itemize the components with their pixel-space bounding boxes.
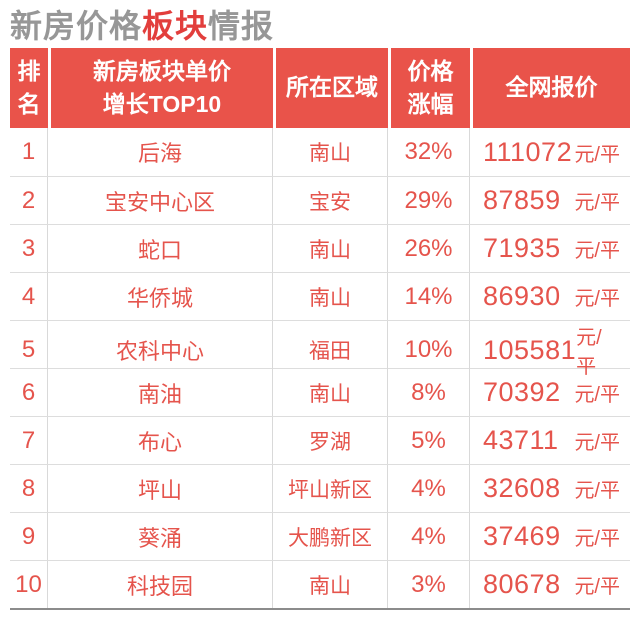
price-value: 86930 [483, 281, 561, 311]
header-district: 所在区域 [276, 48, 388, 128]
table-row: 10 科技园 南山 3% 80678 元/平 [10, 560, 630, 608]
title-segment-gray-2: 情报 [208, 8, 275, 44]
district-cell: 南山 [273, 225, 388, 272]
price-value: 70392 [483, 377, 561, 407]
block-name-cell: 科技园 [48, 561, 273, 608]
block-name-cell: 布心 [48, 417, 273, 464]
price-cell: 86930 元/平 [470, 273, 630, 320]
price-table: 排 名 新房板块单价 增长TOP10 所在区域 价格 涨幅 全网报价 1 后海 南山… [10, 48, 630, 610]
header-block-top10: 新房板块单价 增长TOP10 [51, 48, 273, 128]
price-cell: 105581 元/平 [470, 321, 630, 379]
price-value: 43711 [483, 425, 559, 455]
price-change-cell: 14% [388, 273, 470, 320]
price-cell: 43711 元/平 [470, 417, 630, 464]
price-cell: 32608 元/平 [470, 465, 630, 512]
price-unit: 元/平 [574, 240, 620, 262]
table-row: 9 葵涌 大鹏新区 4% 37469 元/平 [10, 512, 630, 560]
infographic-page: 新房价格板块情报 排 名 新房板块单价 增长TOP10 所在区域 价格 涨幅 全… [0, 4, 640, 628]
price-cell: 87859 元/平 [470, 177, 630, 224]
table-body: 1 后海 南山 32% 111072 元/平 2 宝安中心区 宝安 29% 87859 元/平 3 蛇口南… [10, 128, 630, 610]
header-price-change: 价格 涨幅 [391, 48, 470, 128]
price-value: 32608 [483, 473, 561, 503]
price-value: 80678 [483, 569, 561, 599]
district-cell: 南山 [273, 128, 388, 176]
price-value: 71935 [483, 233, 561, 263]
rank-cell: 6 [10, 369, 48, 416]
price-change-cell: 29% [388, 177, 470, 224]
price-change-cell: 4% [388, 465, 470, 512]
price-unit: 元/平 [574, 384, 620, 406]
district-cell: 南山 [273, 369, 388, 416]
price-change-cell: 10% [388, 321, 470, 379]
price-change-cell: 26% [388, 225, 470, 272]
price-change-cell: 32% [388, 128, 470, 176]
district-cell: 坪山新区 [273, 465, 388, 512]
table-row: 5 农科中心 福田 10% 105581 元/平 [10, 320, 630, 379]
price-unit: 元/平 [574, 528, 620, 550]
block-name-cell: 南油 [48, 369, 273, 416]
price-unit: 元/平 [574, 143, 620, 166]
price-change-cell: 4% [388, 513, 470, 560]
block-name-cell: 蛇口 [48, 225, 273, 272]
table-row: 8 坪山 坪山新区 4% 32608 元/平 [10, 464, 630, 512]
block-name-cell: 宝安中心区 [48, 177, 273, 224]
price-unit: 元/平 [574, 480, 620, 502]
price-unit: 元/平 [574, 576, 620, 598]
table-row: 4 华侨城 南山 14% 86930 元/平 [10, 272, 630, 320]
price-unit: 元/平 [574, 432, 620, 454]
page-title: 新房价格板块情报 [10, 4, 640, 48]
price-unit: 元/平 [576, 327, 602, 378]
price-cell: 71935 元/平 [470, 225, 630, 272]
block-name-cell: 葵涌 [48, 513, 273, 560]
rank-cell: 9 [10, 513, 48, 560]
rank-cell: 3 [10, 225, 48, 272]
rank-cell: 8 [10, 465, 48, 512]
title-segment-red: 板块 [142, 8, 209, 44]
price-unit: 元/平 [574, 288, 620, 310]
table-row: 3 蛇口 南山 26% 71935 元/平 [10, 224, 630, 272]
price-value: 111072 [483, 136, 573, 167]
price-change-cell: 3% [388, 561, 470, 608]
district-cell: 南山 [273, 273, 388, 320]
header-rank: 排 名 [10, 48, 48, 128]
rank-cell: 10 [10, 561, 48, 608]
title-segment-gray-1: 新房价格 [10, 8, 143, 44]
rank-cell: 5 [10, 321, 48, 379]
district-cell: 罗湖 [273, 417, 388, 464]
price-unit: 元/平 [574, 192, 620, 214]
price-value: 37469 [483, 521, 561, 551]
price-cell: 80678 元/平 [470, 561, 630, 608]
district-cell: 大鹏新区 [273, 513, 388, 560]
district-cell: 福田 [273, 321, 388, 379]
rank-cell: 2 [10, 177, 48, 224]
table-row: 1 后海 南山 32% 111072 元/平 [10, 128, 630, 176]
price-value: 87859 [483, 185, 561, 215]
price-cell: 70392 元/平 [470, 369, 630, 416]
block-name-cell: 农科中心 [48, 321, 273, 379]
price-cell: 111072 元/平 [470, 128, 630, 176]
price-change-cell: 8% [388, 369, 470, 416]
block-name-cell: 华侨城 [48, 273, 273, 320]
rank-cell: 7 [10, 417, 48, 464]
price-cell: 37469 元/平 [470, 513, 630, 560]
price-change-cell: 5% [388, 417, 470, 464]
header-quoted-price: 全网报价 [473, 48, 630, 128]
district-cell: 宝安 [273, 177, 388, 224]
table-row: 7 布心 罗湖 5% 43711 元/平 [10, 416, 630, 464]
price-value: 105581 [483, 334, 577, 365]
district-cell: 南山 [273, 561, 388, 608]
rank-cell: 4 [10, 273, 48, 320]
block-name-cell: 后海 [48, 128, 273, 176]
block-name-cell: 坪山 [48, 465, 273, 512]
table-row: 2 宝安中心区 宝安 29% 87859 元/平 [10, 176, 630, 224]
rank-cell: 1 [10, 128, 48, 176]
table-header-row: 排 名 新房板块单价 增长TOP10 所在区域 价格 涨幅 全网报价 [10, 48, 630, 128]
table-row: 6 南油 南山 8% 70392 元/平 [10, 368, 630, 416]
